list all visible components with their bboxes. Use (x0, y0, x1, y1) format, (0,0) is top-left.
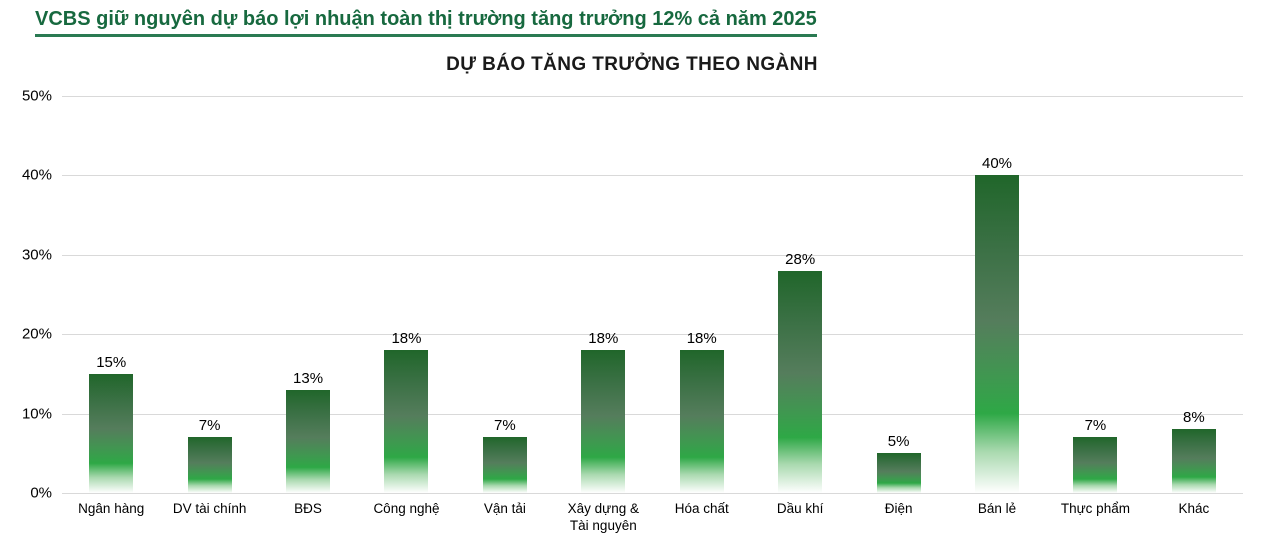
bar-2 (187, 437, 232, 493)
bar-9 (876, 453, 921, 493)
gridline (62, 96, 1243, 97)
bar-3 (286, 389, 331, 493)
x-axis-category-label: Dầu khí (776, 501, 824, 516)
y-axis-tick-label: 10% (21, 405, 52, 423)
y-axis-tick-label: 50% (21, 87, 52, 105)
bar-group: 7% (160, 96, 258, 493)
page-title: VCBS giữ nguyên dự báo lợi nhuận toàn th… (35, 6, 817, 37)
bar-11 (1073, 437, 1118, 493)
bar-group: 13% (259, 96, 357, 493)
bar-group: 28% (751, 96, 849, 493)
bar-group: 18% (554, 96, 652, 493)
x-axis-category-label: Khác (1178, 501, 1210, 516)
y-axis: 50% 40% 30% 20% 10% 0% (0, 88, 52, 502)
x-axis-category-label: Điện (884, 501, 913, 516)
x-axis-category-label: Hóa chất (674, 501, 729, 516)
x-axis-category-label: DV tài chính (172, 501, 247, 516)
y-axis-tick-label: 20% (21, 325, 52, 343)
x-axis: Ngân hàng DV tài chính BĐS Công nghệ Vận tải… (62, 501, 1243, 535)
gridline (62, 413, 1243, 415)
bar-value-label: 8% (1183, 409, 1205, 427)
bar-value-label: 18% (686, 330, 717, 348)
bar-value-label: 7% (198, 417, 221, 435)
bar-value-label: 18% (588, 330, 619, 348)
bar-group: 7% (456, 96, 554, 493)
bar-4 (384, 350, 429, 493)
gridline (62, 493, 1243, 494)
x-axis-category-label: Xây dựng & Tài nguyên (567, 501, 639, 533)
chart-title: DỰ BÁO TĂNG TRƯỞNG THEO NGÀNH (446, 54, 818, 75)
bar-group: 8% (1145, 96, 1243, 493)
bar-7 (679, 350, 724, 493)
bars-container: 15% 7% 13% 18% 7% 18% 18% 28% 5% 40% 7% 8% (62, 96, 1243, 493)
bar-12 (1171, 429, 1216, 493)
x-axis-category-label: Thực phẩm (1060, 501, 1130, 516)
bar-group: 15% (62, 96, 160, 493)
bar-value-label: 18% (391, 330, 422, 348)
bar-group: 18% (357, 96, 455, 493)
x-axis-category-label: Ngân hàng (78, 501, 145, 516)
x-axis-category-label: Bán lẻ (977, 501, 1017, 516)
bar-group: 40% (948, 96, 1046, 493)
bar-value-label: 13% (293, 369, 324, 387)
gridline (62, 254, 1243, 256)
bar-value-label: 7% (1084, 417, 1107, 435)
plot-area: 15% 7% 13% 18% 7% 18% 18% 28% 5% 40% 7% 8% (62, 96, 1243, 494)
bar-value-label: 40% (981, 155, 1013, 173)
bar-value-label: 28% (785, 250, 816, 268)
bar-group: 18% (653, 96, 751, 493)
y-axis-tick-label: 40% (21, 166, 52, 184)
y-axis-tick-label: 0% (30, 484, 52, 502)
y-axis-tick-label: 30% (21, 246, 52, 264)
bar-10 (975, 175, 1019, 493)
x-axis-category-label: Vận tải (483, 501, 526, 516)
bar-value-label: 15% (96, 353, 127, 371)
gridline (62, 175, 1243, 177)
bar-5 (482, 437, 527, 493)
x-axis-category-label: BĐS (294, 501, 322, 516)
bar-group: 5% (849, 96, 947, 493)
gridline (62, 334, 1243, 336)
bar-6 (581, 350, 626, 493)
bar-value-label: 7% (494, 417, 516, 435)
bar-group: 7% (1046, 96, 1144, 493)
x-axis-category-label: Công nghệ (373, 501, 440, 516)
bar-8 (778, 270, 823, 493)
bar-value-label: 5% (887, 433, 910, 451)
bar-1 (89, 373, 134, 493)
